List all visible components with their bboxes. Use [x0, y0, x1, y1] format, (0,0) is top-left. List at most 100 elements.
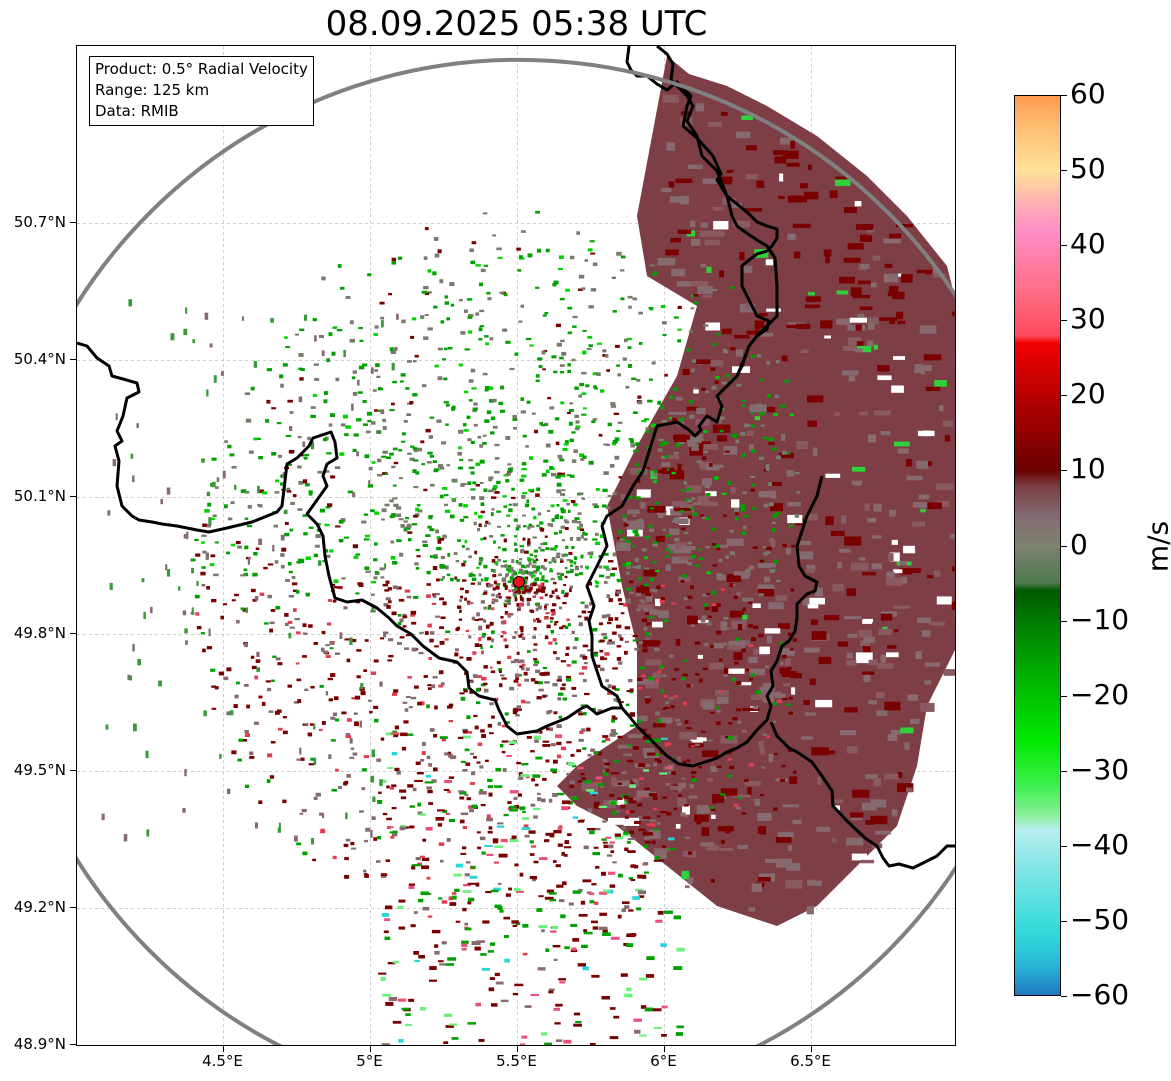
echo-gate [509, 576, 514, 580]
echo-gate [416, 504, 421, 507]
echo-gate [532, 581, 537, 584]
echo-gate [635, 592, 642, 597]
echo-gate [408, 706, 413, 709]
echo-gate [758, 491, 772, 498]
echo-gate [555, 657, 560, 661]
echo-gate [883, 238, 902, 244]
echo-gate [580, 457, 585, 461]
echo-gate [587, 828, 596, 831]
echo-gate [867, 517, 877, 523]
echo-gate [289, 528, 293, 532]
echo-gate [582, 712, 587, 716]
echo-gate [319, 812, 324, 816]
echo-gate [447, 552, 450, 557]
echo-gate [741, 453, 746, 458]
echo-gate [396, 513, 402, 518]
echo-gate [531, 564, 536, 569]
echo-gate [782, 543, 787, 548]
echo-gate [304, 688, 309, 691]
echo-gate [734, 661, 739, 665]
echo-gate [312, 394, 318, 397]
echo-gate [254, 822, 258, 829]
echo-gate [437, 809, 445, 812]
echo-gate [465, 762, 471, 766]
echo-gate [466, 600, 471, 603]
echo-gate [647, 632, 652, 636]
echo-gate [548, 641, 553, 645]
echo-gate [556, 792, 565, 796]
echo-gate [855, 324, 862, 331]
echo-gate [704, 606, 710, 611]
echo-gate [403, 720, 409, 724]
echo-gate [710, 765, 718, 773]
echo-gate [741, 399, 745, 402]
echo-gate [811, 631, 827, 640]
echo-gate [429, 638, 434, 643]
echo-gate [698, 557, 704, 560]
echo-gate [686, 759, 691, 763]
echo-gate [498, 573, 502, 576]
echo-gate [390, 835, 395, 839]
echo-gate [566, 675, 571, 680]
echo-gate [769, 569, 775, 573]
echo-gate [425, 826, 433, 831]
echo-gate [344, 433, 349, 437]
echo-gate [684, 720, 689, 724]
echo-gate [508, 887, 512, 891]
echo-gate [886, 571, 895, 581]
echo-gate [700, 264, 706, 268]
echo-gate [526, 400, 531, 404]
echo-gate [535, 577, 540, 581]
echo-gate [403, 520, 408, 523]
echo-gate [427, 915, 433, 918]
lat-tick-mark [70, 907, 76, 909]
echo-gate [564, 840, 570, 844]
echo-gate [862, 802, 877, 811]
echo-gate [511, 920, 519, 924]
echo-gate [668, 837, 675, 841]
echo-gate [385, 456, 392, 459]
echo-gate [753, 706, 758, 710]
echo-gate [428, 763, 432, 767]
echo-gate [595, 865, 600, 869]
echo-gate [809, 678, 816, 686]
echo-gate [949, 533, 955, 539]
echo-gate [637, 677, 643, 681]
echo-gate [806, 513, 818, 521]
echo-gate [556, 474, 562, 478]
velocity-echoes [101, 56, 956, 1045]
echo-gate [459, 796, 465, 800]
echo-gate [470, 582, 475, 585]
echo-gate [464, 348, 470, 351]
echo-gate [555, 864, 561, 868]
echo-gate [420, 701, 425, 706]
echo-gate [270, 609, 276, 612]
echo-gate [496, 661, 501, 665]
echo-gate [847, 243, 864, 250]
echo-gate [380, 874, 387, 878]
echo-gate [303, 456, 308, 460]
echo-gate [284, 613, 289, 617]
echo-gate [705, 322, 720, 331]
echo-gate [667, 468, 671, 471]
radar-plot [77, 46, 956, 1045]
radar-map[interactable] [76, 45, 956, 1046]
echo-gate [715, 706, 720, 709]
echo-gate [716, 603, 721, 607]
echo-gate [955, 378, 956, 387]
echo-gate [599, 912, 608, 916]
echo-gate [521, 462, 527, 466]
echo-gate [790, 673, 802, 679]
echo-gate [578, 672, 584, 675]
echo-gate [437, 347, 443, 351]
echo-gate [533, 815, 538, 819]
echo-gate [657, 910, 664, 915]
echo-gate [592, 653, 598, 657]
echo-gate [527, 571, 531, 575]
echo-gate [373, 705, 379, 710]
echo-gate [735, 708, 742, 712]
echo-gate [312, 858, 316, 862]
echo-gate [609, 884, 616, 888]
echo-gate [516, 602, 520, 607]
echo-gate [535, 607, 539, 612]
